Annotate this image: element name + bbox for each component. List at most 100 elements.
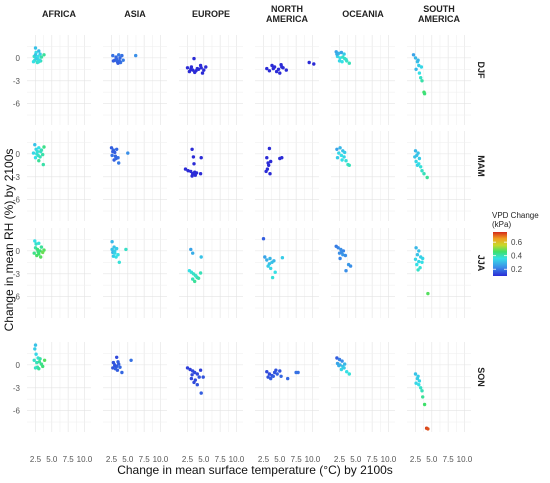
data-point [340, 158, 344, 162]
data-point [267, 372, 272, 376]
data-point [420, 260, 424, 264]
data-point [39, 255, 43, 259]
data-point [192, 162, 196, 166]
data-point [111, 254, 116, 258]
vpd-legend: VPD Change (kPa) 0.6 0.4 0.2 [492, 211, 539, 276]
data-point [413, 56, 418, 60]
data-point [193, 170, 197, 174]
data-point [109, 146, 114, 150]
data-point [112, 245, 116, 249]
data-point [35, 149, 40, 154]
data-point [267, 262, 272, 266]
data-point [39, 148, 44, 152]
data-point [343, 56, 347, 61]
data-point [120, 53, 124, 58]
data-point [415, 153, 419, 158]
data-point [41, 162, 45, 167]
data-point [267, 69, 272, 73]
data-point [265, 66, 269, 71]
facet-column-label: EUROPE [192, 9, 230, 19]
facet-column-label: SOUTH AMERICA [418, 4, 460, 24]
data-point [348, 264, 353, 268]
data-point [115, 57, 119, 62]
data-point [272, 259, 276, 263]
data-point [269, 376, 273, 381]
panel-jja-5 [407, 228, 471, 318]
panel-mam-3 [255, 131, 319, 221]
data-point [273, 270, 277, 274]
data-point [191, 251, 195, 255]
data-point [41, 250, 45, 255]
x-tick-label: 7.5 [63, 455, 75, 464]
data-point [417, 63, 421, 68]
data-point [336, 246, 340, 250]
data-point [270, 63, 274, 68]
data-point [347, 163, 351, 167]
x-tick-label: 10.0 [457, 455, 473, 464]
data-point [124, 247, 128, 252]
y-tick-label: -6 [13, 196, 21, 205]
data-point [117, 53, 121, 57]
x-tick-label: 10.0 [229, 455, 245, 464]
x-tick-label: 10.0 [153, 455, 169, 464]
data-point [36, 54, 40, 59]
data-point [312, 62, 316, 66]
data-point [114, 255, 118, 259]
data-point [342, 366, 346, 370]
panel-son-1 [103, 342, 167, 432]
data-point [35, 360, 39, 365]
x-tick-label: 2.5 [182, 455, 194, 464]
facet-row-label: JJA [476, 255, 486, 272]
data-point [284, 68, 288, 72]
data-point [114, 156, 118, 161]
data-point [189, 376, 194, 381]
panel-djf-2 [179, 35, 243, 125]
data-point [198, 271, 203, 275]
data-point [275, 372, 279, 376]
data-point [37, 360, 42, 364]
panel-djf-0 [27, 35, 91, 125]
y-tick-label: -6 [13, 100, 21, 109]
data-point [116, 253, 120, 257]
data-point [418, 266, 422, 270]
data-point [126, 151, 130, 155]
data-point [33, 343, 38, 347]
data-point [415, 163, 420, 167]
data-point [413, 149, 418, 153]
data-point [191, 68, 195, 72]
data-point [345, 370, 349, 374]
data-point [268, 172, 272, 176]
legend-tick-label: 0.4 [511, 252, 523, 261]
data-point [345, 59, 349, 63]
data-point [338, 256, 342, 261]
data-point [37, 159, 41, 163]
y-tick-label: -3 [13, 173, 21, 182]
panel-djf-5 [407, 35, 471, 125]
data-point [32, 358, 36, 362]
x-tick-label: 7.5 [291, 455, 303, 464]
data-point [39, 245, 44, 249]
data-point [411, 53, 416, 57]
data-point [347, 61, 351, 65]
data-point [269, 159, 273, 164]
x-tick-label: 2.5 [334, 455, 346, 464]
data-point [338, 56, 342, 60]
data-point [420, 389, 424, 393]
data-point [279, 374, 283, 378]
data-point [200, 71, 205, 75]
x-tick-label: 5.0 [426, 455, 438, 464]
data-point [42, 145, 46, 149]
data-point [115, 246, 119, 251]
y-tick-label: 0 [16, 361, 21, 370]
data-point [118, 365, 122, 369]
data-point [111, 149, 115, 154]
x-axis-title: Change in mean surface temperature (°C) … [117, 463, 393, 477]
data-point [201, 375, 205, 379]
data-point [414, 67, 418, 72]
data-point [38, 155, 42, 159]
data-point [337, 363, 341, 368]
data-point [195, 383, 199, 387]
data-point [420, 169, 424, 173]
data-point [110, 153, 114, 158]
